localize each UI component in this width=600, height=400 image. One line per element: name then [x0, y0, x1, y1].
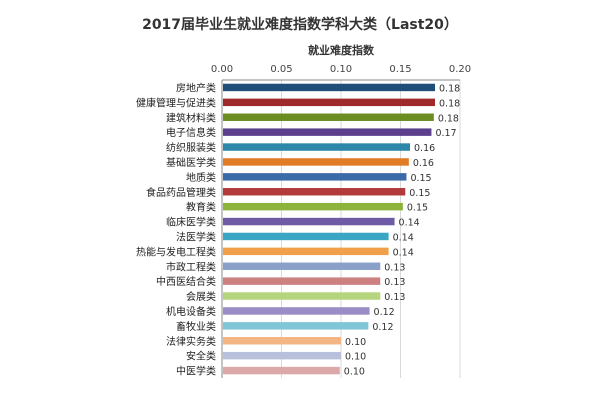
data-label: 0.15 — [410, 173, 431, 184]
data-label: 0.10 — [345, 352, 366, 363]
bar — [223, 202, 403, 211]
data-label: 0.15 — [407, 203, 428, 214]
bar — [223, 351, 341, 360]
bar — [223, 217, 395, 226]
bar — [223, 128, 432, 136]
data-label: 0.16 — [414, 143, 435, 154]
y-category-label: 建筑材料类 — [166, 111, 216, 124]
bar — [223, 188, 406, 196]
bar — [223, 232, 389, 241]
y-category-label: 中医学类 — [176, 365, 216, 378]
x-tick-label: 0.20 — [449, 64, 471, 75]
data-label: 0.12 — [372, 322, 393, 333]
y-category-label: 法律实务类 — [166, 335, 216, 348]
bar — [223, 262, 381, 270]
data-label: 0.14 — [399, 218, 420, 229]
x-tick-label: 0.00 — [211, 64, 233, 75]
data-label: 0.14 — [393, 232, 414, 243]
data-label: 0.17 — [435, 128, 456, 139]
bar — [223, 158, 409, 166]
data-label: 0.18 — [439, 83, 460, 94]
y-category-label: 基础医学类 — [166, 156, 216, 169]
y-category-label: 教育类 — [186, 201, 216, 214]
data-label: 0.13 — [384, 277, 405, 288]
y-category-label: 会展类 — [186, 290, 216, 303]
data-label: 0.16 — [413, 158, 434, 169]
x-tick-label: 0.10 — [330, 64, 352, 75]
y-category-label: 房地产类 — [176, 81, 216, 94]
bar — [223, 83, 436, 92]
y-category-label: 法医学类 — [176, 230, 216, 243]
bar — [223, 292, 381, 300]
y-category-label: 健康管理与促进类 — [136, 96, 216, 109]
bar — [223, 366, 340, 375]
y-category-label: 地质类 — [186, 171, 216, 184]
data-label: 0.14 — [393, 247, 414, 258]
x-tick-label: 0.15 — [389, 64, 411, 75]
chart-title: 2017届毕业生就业难度指数学科大类（Last20） — [142, 17, 458, 33]
bar — [223, 98, 436, 107]
data-label: 0.13 — [384, 262, 405, 273]
y-category-label: 市政工程类 — [166, 260, 216, 273]
bar — [223, 322, 369, 330]
y-category-label: 畜牧业类 — [176, 320, 216, 333]
y-category-label: 热能与发电工程类 — [136, 245, 216, 258]
y-category-label: 安全类 — [186, 350, 216, 363]
x-axis-label: 就业难度指数 — [308, 43, 375, 57]
data-label: 0.10 — [344, 367, 365, 378]
data-label: 0.10 — [345, 337, 366, 348]
data-label: 0.13 — [384, 292, 405, 303]
bar — [223, 247, 389, 256]
bar — [223, 307, 370, 315]
data-label: 0.18 — [438, 113, 459, 124]
y-category-label: 电子信息类 — [166, 126, 216, 139]
bar — [223, 143, 411, 151]
y-category-label: 机电设备类 — [166, 305, 216, 318]
y-category-label: 中西医结合类 — [156, 275, 216, 288]
bar — [223, 173, 407, 181]
x-tick-label: 0.05 — [270, 64, 292, 75]
y-category-label: 临床医学类 — [166, 216, 216, 229]
y-category-label: 纺织服装类 — [166, 141, 216, 154]
data-label: 0.18 — [439, 98, 460, 109]
y-category-label: 食品药品管理类 — [146, 186, 216, 199]
data-label: 0.15 — [409, 188, 430, 199]
bar — [223, 337, 341, 345]
bar — [223, 277, 381, 285]
bar — [223, 113, 434, 121]
data-label: 0.12 — [374, 307, 395, 318]
